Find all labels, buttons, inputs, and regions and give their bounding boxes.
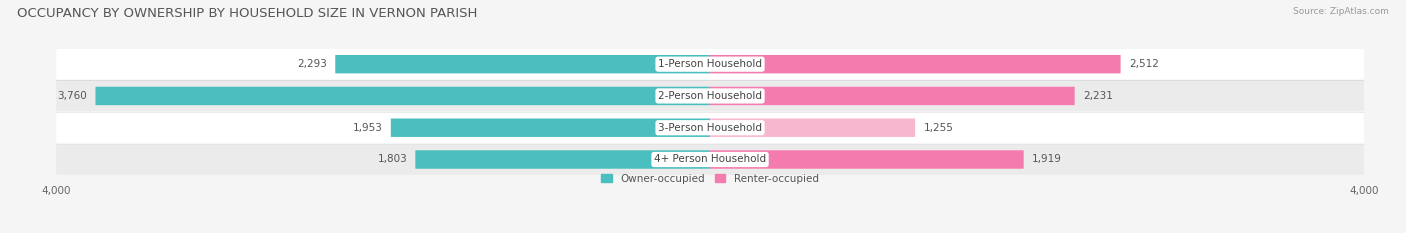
FancyBboxPatch shape bbox=[710, 119, 915, 137]
Text: 2,231: 2,231 bbox=[1083, 91, 1112, 101]
FancyBboxPatch shape bbox=[335, 55, 710, 73]
FancyBboxPatch shape bbox=[391, 119, 710, 137]
FancyBboxPatch shape bbox=[56, 144, 1364, 175]
Text: 1,953: 1,953 bbox=[353, 123, 382, 133]
FancyBboxPatch shape bbox=[56, 81, 1364, 111]
Text: 2-Person Household: 2-Person Household bbox=[658, 91, 762, 101]
FancyBboxPatch shape bbox=[56, 49, 1364, 79]
FancyBboxPatch shape bbox=[710, 87, 1074, 105]
Text: 1,803: 1,803 bbox=[377, 154, 408, 164]
Text: 3-Person Household: 3-Person Household bbox=[658, 123, 762, 133]
Text: 4+ Person Household: 4+ Person Household bbox=[654, 154, 766, 164]
FancyBboxPatch shape bbox=[710, 150, 1024, 169]
Text: 2,512: 2,512 bbox=[1129, 59, 1159, 69]
FancyBboxPatch shape bbox=[96, 87, 710, 105]
Text: OCCUPANCY BY OWNERSHIP BY HOUSEHOLD SIZE IN VERNON PARISH: OCCUPANCY BY OWNERSHIP BY HOUSEHOLD SIZE… bbox=[17, 7, 477, 20]
FancyBboxPatch shape bbox=[415, 150, 710, 169]
Text: 3,760: 3,760 bbox=[58, 91, 87, 101]
Text: 1,919: 1,919 bbox=[1032, 154, 1062, 164]
Text: 2,293: 2,293 bbox=[297, 59, 328, 69]
Text: Source: ZipAtlas.com: Source: ZipAtlas.com bbox=[1294, 7, 1389, 16]
Text: 1-Person Household: 1-Person Household bbox=[658, 59, 762, 69]
Text: 1,255: 1,255 bbox=[924, 123, 953, 133]
FancyBboxPatch shape bbox=[56, 113, 1364, 143]
Legend: Owner-occupied, Renter-occupied: Owner-occupied, Renter-occupied bbox=[598, 169, 823, 188]
FancyBboxPatch shape bbox=[710, 55, 1121, 73]
